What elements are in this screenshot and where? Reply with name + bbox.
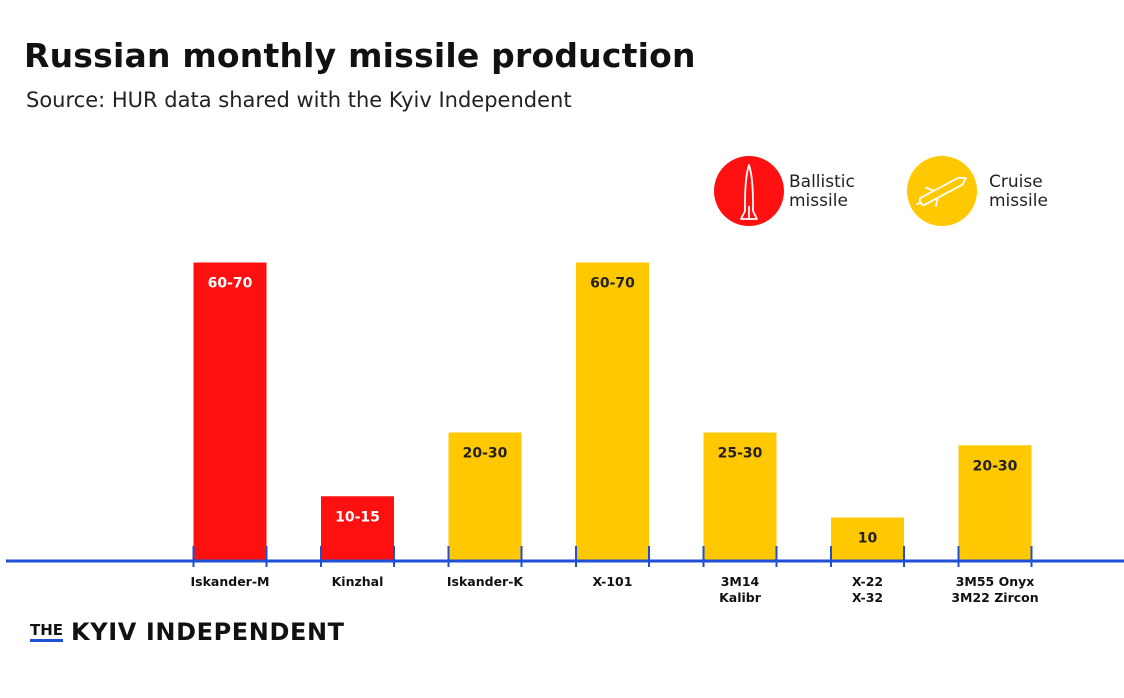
bar-1 bbox=[321, 496, 394, 560]
value-label-3: 60-70 bbox=[590, 276, 635, 292]
value-label-1: 10-15 bbox=[335, 509, 380, 525]
category-label-0-0: Iskander-M bbox=[191, 574, 270, 589]
value-label-5: 10 bbox=[858, 531, 878, 547]
category-label-3-0: X-101 bbox=[593, 574, 633, 589]
bar-3 bbox=[576, 262, 649, 560]
legend-label-ballistic-line1: Ballistic bbox=[789, 172, 855, 192]
cruise-missile-icon bbox=[915, 176, 967, 208]
category-label-5-0: X-22 bbox=[852, 574, 883, 589]
value-label-4: 25-30 bbox=[718, 446, 763, 462]
category-label-4-0: 3M14 bbox=[721, 574, 760, 589]
bar-4 bbox=[703, 432, 777, 560]
chart-title: Russian monthly missile production bbox=[24, 36, 696, 75]
category-label-6-1: 3M22 Zircon bbox=[951, 590, 1038, 605]
ballistic-missile-icon bbox=[740, 164, 758, 220]
chart-subtitle: Source: HUR data shared with the Kyiv In… bbox=[26, 88, 572, 112]
category-label-6-0: 3M55 Onyx bbox=[956, 574, 1035, 589]
legend-label-ballistic-line2: missile bbox=[789, 191, 848, 211]
value-label-0: 60-70 bbox=[208, 276, 253, 292]
category-label-4-1: Kalibr bbox=[719, 590, 762, 605]
logo-name: KYIV INDEPENDENT bbox=[71, 618, 345, 646]
bar-0 bbox=[193, 262, 267, 560]
legend-label-cruise-line2: missile bbox=[989, 191, 1048, 211]
logo-the: THE bbox=[30, 622, 64, 642]
bar-5 bbox=[831, 517, 904, 560]
bar-6 bbox=[958, 445, 1032, 560]
value-label-2: 20-30 bbox=[463, 446, 508, 462]
legend-swatch-cruise bbox=[907, 156, 977, 226]
category-label-5-1: X-32 bbox=[852, 590, 883, 605]
legend-label-cruise-line1: Cruise bbox=[989, 172, 1043, 192]
kyiv-independent-logo: THE KYIV INDEPENDENT bbox=[30, 618, 345, 646]
legend-swatch-ballistic bbox=[714, 156, 784, 226]
category-label-1-0: Kinzhal bbox=[332, 574, 384, 589]
bar-2 bbox=[448, 432, 522, 560]
category-label-2-0: Iskander-K bbox=[447, 574, 525, 589]
legend-item-ballistic: Ballistic missile bbox=[714, 156, 855, 226]
legend-item-cruise: Cruise missile bbox=[907, 156, 1048, 226]
value-label-6: 20-30 bbox=[973, 458, 1018, 474]
